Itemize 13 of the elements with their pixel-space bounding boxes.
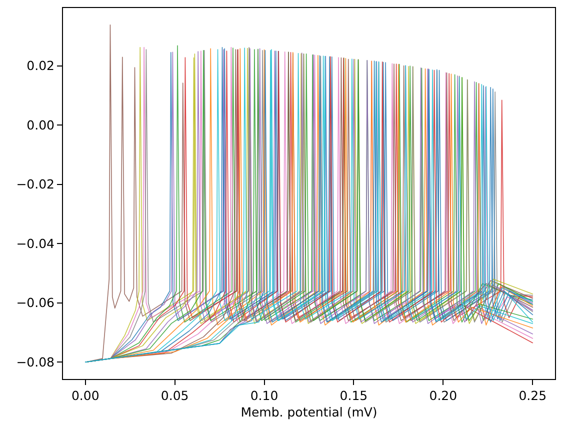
- x-tick-label: 0.25: [518, 388, 547, 403]
- x-tick-label: 0.15: [340, 388, 368, 403]
- y-tick-label: 0.00: [26, 117, 55, 132]
- x-tick-label: 0.05: [160, 388, 189, 403]
- x-axis-title: Memb. potential (mV): [240, 404, 378, 420]
- y-tick-label: −0.04: [16, 236, 55, 251]
- y-tick-label: −0.08: [16, 354, 55, 370]
- x-tick-label: 0.10: [250, 388, 278, 403]
- y-tick-label: 0.02: [26, 58, 54, 74]
- y-tick-label: −0.02: [16, 176, 54, 192]
- y-tick-label: −0.06: [16, 295, 55, 310]
- x-tick-label: 0.20: [429, 388, 458, 403]
- x-tick-label: 0.00: [71, 388, 100, 403]
